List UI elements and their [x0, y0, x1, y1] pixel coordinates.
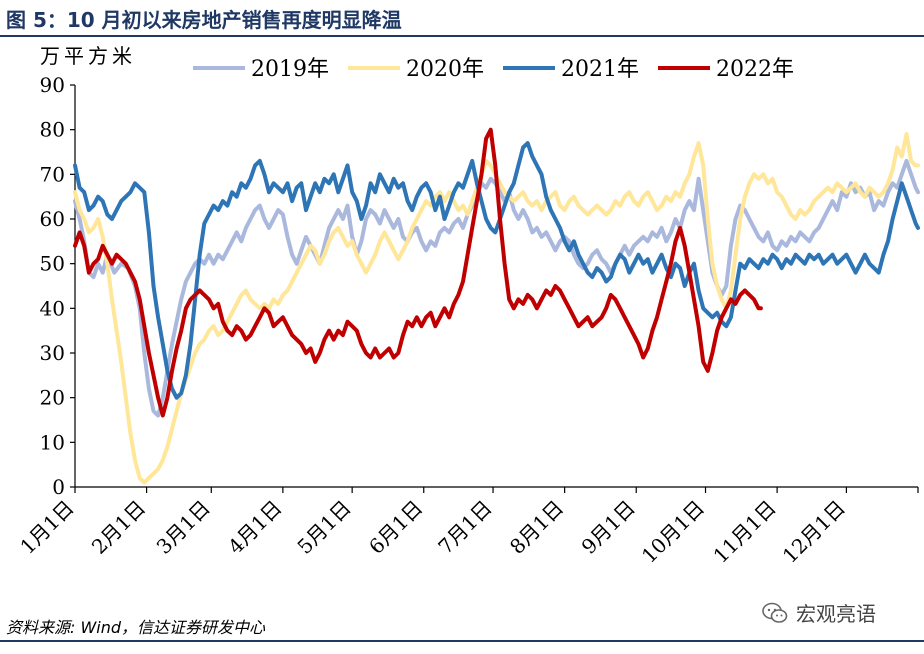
x-tick-label: 11月1日 [708, 496, 780, 568]
x-tick-label: 7月1日 [433, 496, 496, 559]
y-tick-label: 0 [52, 475, 65, 499]
watermark: 宏观亮语 [762, 598, 876, 627]
legend-label: 2022年 [716, 57, 794, 82]
y-axis-unit-label: 万平方米 [40, 44, 136, 68]
x-tick-label: 4月1日 [223, 496, 286, 559]
series-line-2021 [73, 141, 920, 400]
legend-label: 2019年 [251, 57, 329, 82]
legend: 2019年 2020年 2021年 2022年 [193, 57, 794, 82]
x-tick-label: 6月1日 [364, 496, 427, 559]
y-tick-label: 50 [40, 252, 65, 276]
source-note: 资料来源: Wind，信达证券研发中心 [6, 618, 266, 637]
series-line-2022 [73, 127, 763, 418]
bottom-rule [0, 640, 924, 642]
series-line-2019 [73, 158, 920, 418]
y-tick-label: 90 [40, 73, 65, 97]
x-tick-label: 2月1日 [87, 496, 150, 559]
y-axis: 0 10 20 30 40 50 60 70 80 90 [40, 73, 76, 499]
title-rule [0, 35, 924, 37]
y-tick-label: 70 [40, 162, 65, 186]
x-tick-label: 10月1日 [637, 496, 709, 568]
figure-title: 图 5：10 月初以来房地产销售再度明显降温 [6, 8, 402, 32]
x-tick-label: 5月1日 [292, 496, 355, 559]
y-tick-label: 30 [40, 341, 65, 365]
y-tick-label: 80 [40, 118, 65, 142]
wechat-icon [762, 602, 788, 623]
x-tick-label: 8月1日 [505, 496, 568, 559]
legend-label: 2020年 [406, 57, 484, 82]
x-tick-label: 12月1日 [778, 496, 850, 568]
y-tick-label: 60 [40, 207, 65, 231]
y-tick-label: 40 [40, 296, 65, 320]
x-tick-label: 1月1日 [15, 496, 78, 559]
y-tick-label: 10 [40, 430, 65, 454]
x-axis: 1月1日 2月1日 3月1日 4月1日 5月1日 6月1日 7月1日 8月1日 9月1日10月1… [15, 486, 919, 568]
y-tick-label: 20 [40, 386, 65, 410]
watermark-label: 宏观亮语 [796, 602, 876, 626]
x-tick-label: 9月1日 [577, 496, 640, 559]
plot-lines [73, 127, 920, 485]
legend-label: 2021年 [561, 57, 639, 82]
x-tick-label: 3月1日 [152, 496, 215, 559]
